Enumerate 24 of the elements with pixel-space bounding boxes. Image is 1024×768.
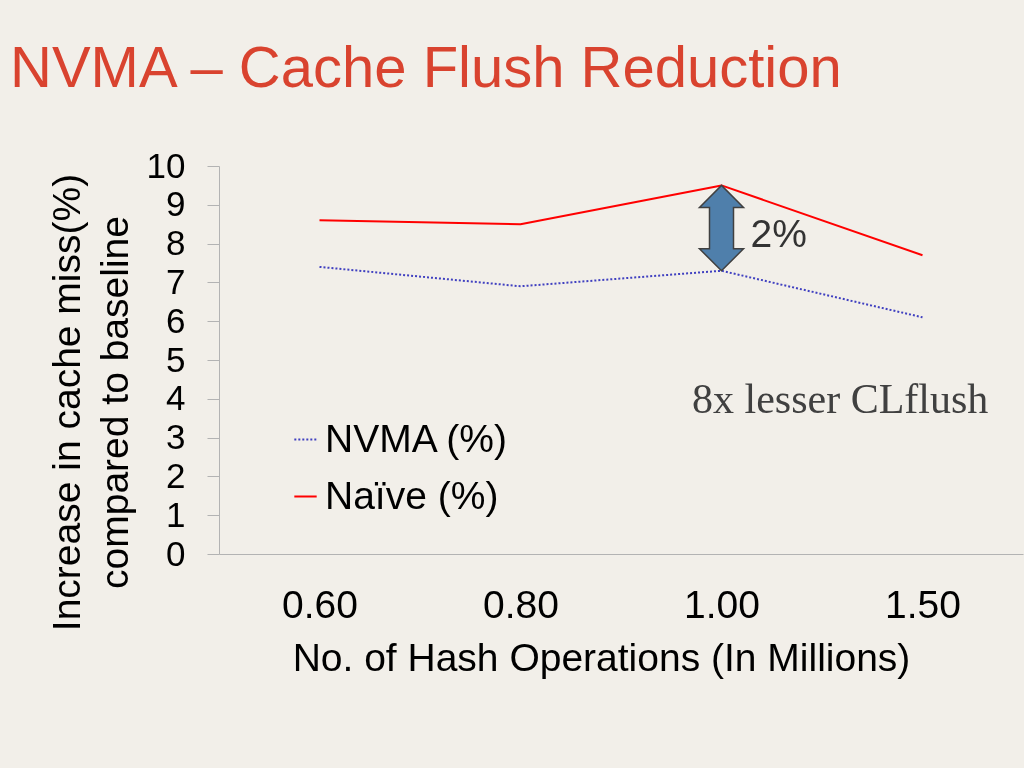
- y-tick-label: 10: [146, 145, 186, 185]
- x-axis-title: No. of Hash Operations (In Millions): [292, 635, 911, 679]
- y-tick-label: 2: [166, 455, 186, 495]
- annotation: 2%: [750, 212, 807, 256]
- y-tick-label: 0: [166, 533, 186, 573]
- line-series: [318, 265, 924, 319]
- x-tick-label: 0.60: [282, 582, 358, 626]
- y-tick-label: 5: [166, 339, 186, 379]
- line-series: [318, 184, 924, 257]
- y-tick-label: 1: [166, 494, 186, 534]
- legend-label: Naïve (%): [325, 473, 499, 517]
- x-tick-label: 0.80: [483, 582, 559, 626]
- y-tick-label: 7: [166, 261, 186, 301]
- legend-label: NVMA (%): [325, 416, 508, 460]
- y-tick-label: 9: [166, 184, 186, 224]
- annotation: 8x lesser CLflush: [692, 376, 989, 422]
- y-tick-label: 3: [166, 417, 186, 457]
- x-tick-label: 1.50: [885, 582, 961, 626]
- y-tick-label: 6: [166, 300, 186, 340]
- y-tick-label: 8: [166, 223, 186, 263]
- chart-title: NVMA – Cache Flush Reduction: [10, 34, 842, 99]
- y-tick-label: 4: [166, 378, 186, 418]
- y-axis-title: Increase in cache miss(%) compared to baseline: [44, 173, 136, 632]
- x-tick-label: 1.00: [684, 582, 760, 626]
